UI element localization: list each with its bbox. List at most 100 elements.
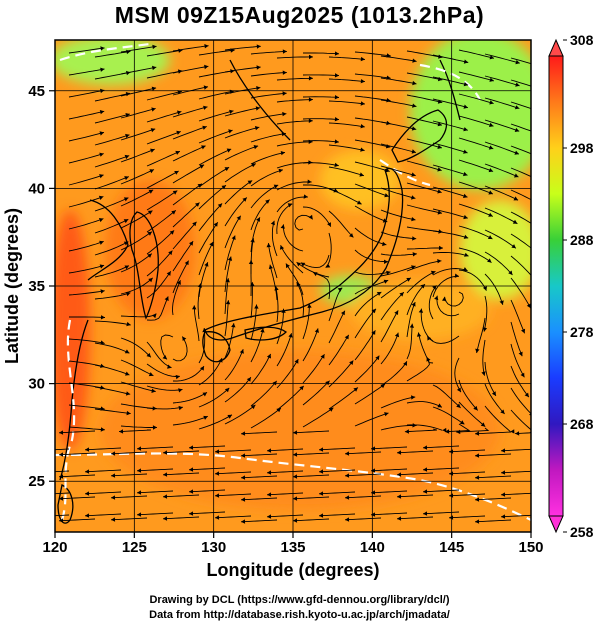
streamline-317 — [406, 401, 443, 408]
streamline-304 — [68, 404, 105, 410]
streamline-360 — [500, 448, 531, 452]
streamline-390 — [292, 496, 330, 500]
streamline-arrowhead — [499, 300, 504, 305]
streamline-172 — [94, 241, 129, 256]
streamline-238 — [328, 287, 343, 322]
streamline-arrowhead — [464, 252, 469, 257]
streamline-arrowhead — [246, 377, 251, 382]
streamline-arrowhead — [320, 354, 325, 359]
streamline-arrowhead — [349, 233, 354, 238]
colorbar-label-258: 258 — [570, 524, 594, 540]
colorbar-tick-labels: 308 298 288 278 268 258 — [563, 32, 594, 540]
streamline-405 — [188, 511, 226, 515]
streamline-arrowhead — [423, 445, 428, 450]
lat-lon-grid — [55, 40, 531, 532]
streamline-335 — [380, 425, 417, 431]
streamline-221 — [380, 277, 412, 299]
streamline-arrowhead — [518, 351, 523, 357]
streamline-76 — [68, 131, 105, 142]
streamline-arrowhead — [399, 292, 404, 297]
streamline-369 — [240, 475, 278, 479]
streamline-arrowhead — [511, 244, 516, 249]
streamline-206 — [484, 273, 504, 305]
streamline-161 — [294, 214, 313, 231]
streamline-arrowhead — [227, 256, 233, 261]
streamline-arrowhead — [226, 148, 232, 153]
streamline-arrowhead — [189, 467, 194, 472]
streamline-arrowhead — [33, 448, 37, 452]
streamline-arrowhead — [394, 332, 400, 338]
streamline-arrowhead — [344, 334, 349, 340]
streamline-arrowhead — [189, 489, 194, 494]
streamline-321 — [510, 409, 531, 433]
streamline-arrowhead — [99, 174, 104, 179]
streamline-arrowhead — [308, 76, 313, 81]
streamline-arrowhead — [308, 118, 313, 123]
streamline-401 — [84, 513, 122, 517]
streamline-arrowhead — [150, 148, 155, 153]
streamline-52 — [432, 98, 469, 109]
streamline-arrowhead — [123, 219, 129, 224]
streamline-90 — [432, 142, 468, 154]
streamline-arrowhead — [293, 474, 298, 479]
streamline-199 — [280, 245, 304, 274]
streamline-arrowhead — [111, 495, 116, 500]
streamline-291 — [224, 349, 244, 381]
streamline-arrowhead — [100, 340, 105, 345]
streamline-96 — [94, 155, 130, 168]
streamline-arrowhead — [192, 221, 197, 227]
streamline-274 — [276, 333, 292, 367]
axis-ticks — [49, 90, 532, 538]
streamline-332 — [302, 407, 334, 428]
streamline-186 — [458, 247, 492, 263]
streamline-arrowhead — [85, 447, 90, 452]
hot-area-china-coast — [55, 210, 90, 450]
streamline-arrowhead — [228, 129, 233, 134]
streamline-248 — [94, 342, 130, 354]
streamline-arrowhead — [515, 82, 520, 87]
streamline-373 — [344, 473, 382, 477]
streamline-arrowhead — [167, 364, 172, 369]
streamline-arrowhead — [565, 174, 570, 178]
streamline-407 — [240, 519, 278, 523]
cool-area-northeast — [410, 40, 531, 190]
streamline-arrowhead — [341, 310, 345, 316]
streamline-85 — [302, 140, 339, 143]
streamline-415 — [448, 515, 486, 519]
streamline-arrowhead — [434, 295, 439, 301]
streamline-arrowhead — [489, 77, 494, 82]
streamline-159 — [250, 199, 270, 231]
streamline-347 — [162, 450, 200, 454]
streamline-214 — [198, 262, 209, 298]
streamline-29 — [328, 78, 365, 83]
streamline-arrowhead — [567, 105, 572, 109]
streamline-315 — [354, 383, 386, 405]
streamline-121 — [250, 169, 284, 187]
streamline-16 — [484, 53, 520, 64]
streamline-arrowhead — [328, 407, 334, 412]
streamline-313 — [302, 380, 330, 406]
streamline-46 — [276, 99, 313, 103]
streamline-arrowhead — [251, 163, 256, 168]
streamline-38 — [68, 89, 105, 98]
cool-area-northwest — [55, 40, 170, 85]
streamline-160 — [276, 203, 293, 235]
streamline-arrowhead — [33, 514, 37, 518]
streamline-arrowhead — [255, 106, 260, 111]
footer-credit-data: Data from http://database.rish.kyoto-u.a… — [149, 609, 450, 621]
streamline-arrowhead — [294, 359, 299, 364]
streamline-323 — [68, 426, 105, 431]
streamline-arrowhead — [360, 147, 365, 152]
x-tick-label-145: 145 — [439, 539, 464, 556]
streamline-190 — [68, 264, 105, 274]
streamline-36 — [510, 79, 531, 87]
streamline-arrowhead — [412, 80, 417, 86]
streamline-147 — [432, 208, 468, 219]
streamline-arrowhead — [241, 475, 246, 480]
streamline-arrowhead — [514, 150, 519, 155]
streamline-arrowhead — [360, 56, 365, 62]
streamline-arrowhead — [137, 468, 142, 473]
streamline-arrowhead — [345, 495, 350, 500]
streamline-arrowhead — [239, 349, 244, 354]
streamline-arrowhead — [199, 164, 205, 169]
